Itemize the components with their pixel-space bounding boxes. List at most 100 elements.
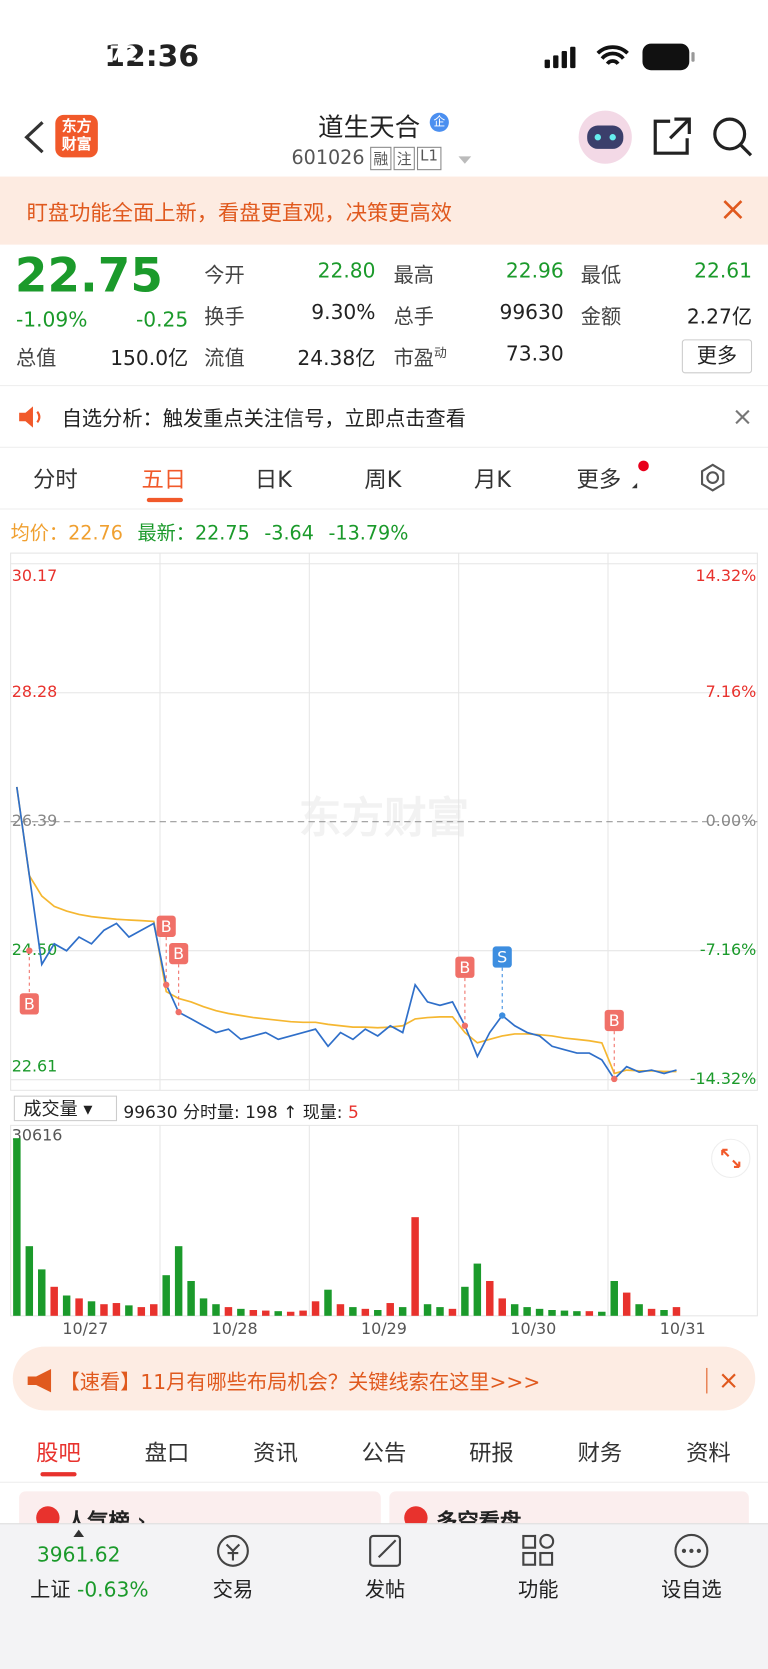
now-label: 现量: [302, 1102, 343, 1123]
dropdown[interactable] [457, 154, 472, 165]
logo-text: 东方 [61, 118, 92, 136]
index[interactable]: 上证 -0.63% [30, 1574, 148, 1603]
stock-name: 道生天合 [318, 112, 421, 143]
volume-bar [13, 1138, 21, 1316]
volume-bar [62, 1295, 71, 1316]
y-tick-label: 30.17 [12, 566, 58, 585]
trade-label: B [609, 1011, 620, 1030]
nav-item[interactable]: 发帖 [364, 1578, 406, 1602]
volume-bar [137, 1307, 146, 1316]
volume-bar [436, 1307, 444, 1316]
volume-bar [610, 1280, 618, 1316]
stock-code: 601026 [291, 146, 365, 170]
trade-dot [175, 1008, 182, 1016]
caret [73, 1529, 85, 1538]
price-line [15, 786, 677, 1081]
now-value: 5 [347, 1102, 359, 1123]
volume-bar [672, 1307, 681, 1316]
trade-label: B [459, 958, 470, 977]
tab-underline [40, 1472, 77, 1477]
volume-bar [38, 1269, 46, 1316]
field-label: 市盈动 [393, 345, 447, 371]
volume-bar [386, 1303, 394, 1316]
tab[interactable]: 资讯 [253, 1440, 298, 1466]
time: 12:36 [104, 38, 200, 74]
indicator-selector[interactable]: 成交量 ▾ [13, 1095, 118, 1122]
tab[interactable]: 财务 [577, 1440, 623, 1466]
volume-bar [299, 1310, 307, 1316]
volume-bar [25, 1246, 34, 1316]
close[interactable] [734, 408, 751, 425]
tab[interactable]: 公告 [361, 1440, 407, 1466]
tab[interactable]: 研报 [469, 1440, 514, 1466]
volume-bar [461, 1286, 469, 1316]
volume-bar [398, 1307, 407, 1316]
tab-dot [631, 460, 649, 489]
tab[interactable]: 盘口 [144, 1440, 190, 1466]
close[interactable] [720, 1372, 737, 1389]
settings[interactable] [698, 463, 728, 493]
y-tick-label: 30616 [12, 1126, 63, 1145]
banner[interactable] [0, 176, 768, 245]
nav-item[interactable]: 设自选 [661, 1578, 722, 1602]
x-tick-label: 10/30 [510, 1319, 556, 1338]
trade-dot [611, 1075, 618, 1083]
back[interactable] [21, 119, 47, 155]
close[interactable] [721, 198, 744, 221]
ad-banner[interactable] [12, 1346, 756, 1411]
price-line [15, 786, 677, 1075]
volume-bar [100, 1304, 108, 1316]
tab[interactable]: 分时 [32, 466, 78, 493]
tick-label: 分时量: [182, 1102, 240, 1123]
trade-badge [604, 1009, 624, 1032]
volume-bar [598, 1311, 606, 1316]
volume-bar [411, 1217, 419, 1316]
change: -3.64 [264, 522, 314, 545]
change-pct: -1.09% [15, 308, 88, 332]
field-value: 22.61 [694, 259, 753, 283]
field-label: 总值 [15, 346, 57, 371]
volume-bar [187, 1280, 195, 1316]
volume-bar [125, 1305, 133, 1316]
tab[interactable]: 周K [364, 466, 402, 493]
tab[interactable]: 资料 [686, 1440, 731, 1466]
volume-bar [535, 1308, 544, 1316]
more-button[interactable]: 更多 [681, 339, 753, 374]
last-label: 最新： [137, 522, 195, 545]
trade-dot [26, 947, 33, 954]
volume-bar [324, 1289, 332, 1316]
avg-value: 22.76 [68, 522, 123, 545]
volume-bar [660, 1310, 668, 1316]
index-value: 3961.62 [36, 1543, 121, 1567]
volume-bar [510, 1304, 519, 1316]
status-icons [544, 43, 695, 71]
expand[interactable] [711, 1138, 751, 1179]
tab[interactable]: 日K [254, 466, 292, 493]
x-tick-label: 10/31 [660, 1319, 706, 1338]
volume-bar [87, 1301, 96, 1316]
legend: 均价：22.76 最新：22.75 -3.64 -13.79% [11, 518, 409, 546]
index-name: 上证 [30, 1578, 71, 1602]
y2-tick-label: 14.32% [696, 566, 757, 585]
field-value: 150.0亿 [110, 346, 189, 371]
volume-bar [262, 1310, 270, 1316]
tab[interactable]: 月K [473, 466, 511, 493]
header-icons[interactable] [577, 108, 758, 165]
divider [0, 508, 768, 510]
volume-bar [647, 1308, 656, 1316]
volume-bar [50, 1286, 58, 1316]
field-label: 最高 [393, 263, 435, 288]
logo[interactable]: 东方 财富 [55, 114, 98, 158]
nav-item[interactable]: 功能 [518, 1578, 559, 1602]
y-tick-label: 22.61 [12, 1056, 58, 1075]
trade-label: B [24, 994, 35, 1013]
notice-text[interactable]: 自选分析：触发重点关注信号，立即点击查看 [61, 407, 466, 431]
tab[interactable]: 更多 [576, 466, 622, 493]
nav-item[interactable]: 交易 [212, 1578, 254, 1602]
field-label: 换手 [204, 305, 245, 329]
tab[interactable]: 股吧 [36, 1440, 81, 1466]
tab[interactable]: 五日 [141, 466, 187, 493]
watermark: 东方财富 [299, 795, 469, 844]
field-label: 流值 [204, 346, 245, 371]
